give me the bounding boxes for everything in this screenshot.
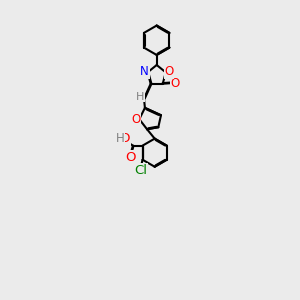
Text: H: H xyxy=(136,92,144,102)
Text: H: H xyxy=(116,133,124,146)
Text: Cl: Cl xyxy=(134,164,147,176)
Text: O: O xyxy=(131,113,141,126)
Text: O: O xyxy=(170,76,179,90)
Text: O: O xyxy=(120,133,130,146)
Text: O: O xyxy=(164,65,173,78)
Text: O: O xyxy=(125,151,136,164)
Text: N: N xyxy=(140,65,149,78)
